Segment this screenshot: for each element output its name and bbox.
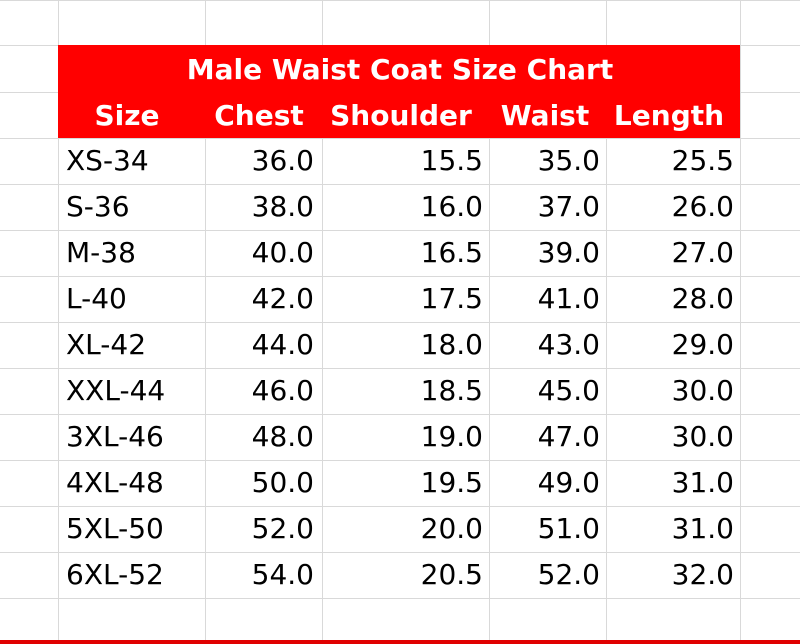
measure-cell: 51.0 — [538, 512, 600, 545]
size-cell: 6XL-52 — [66, 558, 164, 591]
measure-cell: 52.0 — [538, 558, 600, 591]
measure-cell: 37.0 — [538, 190, 600, 223]
size-cell: S-36 — [66, 190, 130, 223]
bottom-border — [0, 640, 800, 644]
size-cell: L-40 — [66, 282, 127, 315]
measure-cell: 44.0 — [252, 328, 314, 361]
measure-cell: 16.5 — [421, 236, 483, 269]
measure-cell: 15.5 — [421, 144, 483, 177]
measure-cell: 19.0 — [421, 420, 483, 453]
measure-cell: 47.0 — [538, 420, 600, 453]
measure-cell: 30.0 — [672, 420, 734, 453]
measure-cell: 30.0 — [672, 374, 734, 407]
measure-cell: 41.0 — [538, 282, 600, 315]
measure-cell: 18.0 — [421, 328, 483, 361]
measure-cell: 39.0 — [538, 236, 600, 269]
measure-cell: 45.0 — [538, 374, 600, 407]
measure-cell: 20.0 — [421, 512, 483, 545]
measure-cell: 49.0 — [538, 466, 600, 499]
size-cell: XS-34 — [66, 144, 149, 177]
measure-cell: 35.0 — [538, 144, 600, 177]
measure-cell: 46.0 — [252, 374, 314, 407]
column-header: Length — [614, 99, 724, 132]
measure-cell: 36.0 — [252, 144, 314, 177]
table-title: Male Waist Coat Size Chart — [187, 53, 613, 86]
measure-cell: 42.0 — [252, 282, 314, 315]
measure-cell: 48.0 — [252, 420, 314, 453]
measure-cell: 17.5 — [421, 282, 483, 315]
measure-cell: 52.0 — [252, 512, 314, 545]
measure-cell: 50.0 — [252, 466, 314, 499]
measure-cell: 18.5 — [421, 374, 483, 407]
measure-cell: 40.0 — [252, 236, 314, 269]
size-cell: 5XL-50 — [66, 512, 164, 545]
size-cell: M-38 — [66, 236, 136, 269]
column-header: Size — [94, 99, 159, 132]
measure-cell: 26.0 — [672, 190, 734, 223]
column-header: Waist — [501, 99, 589, 132]
measure-cell: 54.0 — [252, 558, 314, 591]
measure-cell: 29.0 — [672, 328, 734, 361]
measure-cell: 31.0 — [672, 466, 734, 499]
measure-cell: 27.0 — [672, 236, 734, 269]
measure-cell: 19.5 — [421, 466, 483, 499]
measure-cell: 16.0 — [421, 190, 483, 223]
size-cell: XL-42 — [66, 328, 146, 361]
measure-cell: 32.0 — [672, 558, 734, 591]
column-header: Chest — [214, 99, 304, 132]
measure-cell: 28.0 — [672, 282, 734, 315]
measure-cell: 43.0 — [538, 328, 600, 361]
size-cell: 3XL-46 — [66, 420, 164, 453]
size-cell: XXL-44 — [66, 374, 165, 407]
table-body: Size Chest Shoulder Waist Length XS-34 36.0 15.… — [66, 99, 734, 591]
measure-cell: 20.5 — [421, 558, 483, 591]
size-cell: 4XL-48 — [66, 466, 164, 499]
header-band — [58, 45, 740, 138]
measure-cell: 25.5 — [672, 144, 734, 177]
measure-cell: 38.0 — [252, 190, 314, 223]
column-header: Shoulder — [330, 99, 472, 132]
measure-cell: 31.0 — [672, 512, 734, 545]
